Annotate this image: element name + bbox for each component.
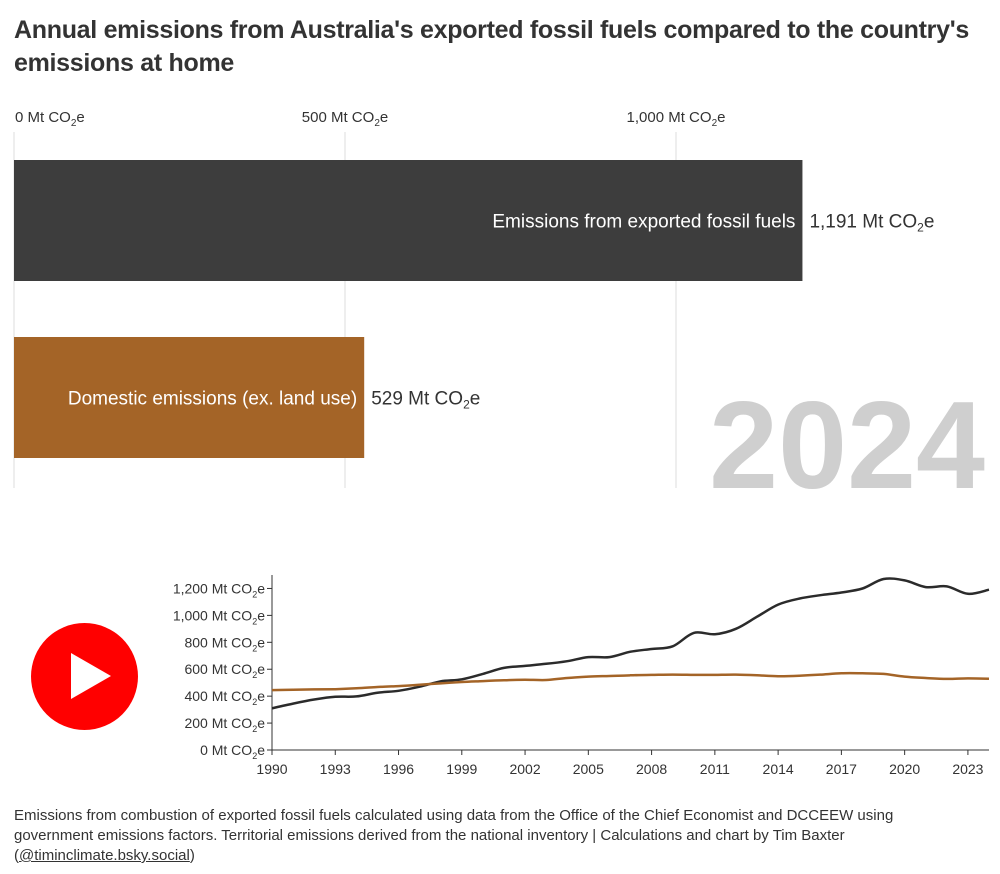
play-button[interactable]	[31, 623, 138, 730]
x-tick-label: 2023	[952, 761, 983, 777]
bar	[14, 160, 803, 281]
bar-axis-tick-label: 1,000 Mt CO2e	[627, 109, 726, 129]
y-tick-label: 400 Mt CO2e	[184, 688, 265, 707]
bar-chart-axis-ticks: 0 Mt CO2e 500 Mt CO2e 1,000 Mt CO2e	[15, 109, 725, 129]
bar-axis-tick-label: 500 Mt CO2e	[302, 109, 388, 129]
x-tick-label: 2020	[889, 761, 920, 777]
bar-name-label: Emissions from exported fossil fuels	[492, 212, 795, 233]
line-chart-axes: 0 Mt CO2e 200 Mt CO2e 400 Mt CO2e 600 Mt CO…	[173, 575, 989, 777]
y-tick-label: 1,200 Mt CO2e	[173, 580, 265, 599]
x-tick-label: 2002	[509, 761, 540, 777]
bar-value-label: 1,191 Mt CO2e	[809, 212, 934, 235]
y-tick-label: 600 Mt CO2e	[184, 661, 265, 680]
y-tick-label: 200 Mt CO2e	[184, 715, 265, 734]
x-tick-label: 2011	[700, 761, 730, 777]
bar-axis-tick-label: 0 Mt CO2e	[15, 109, 85, 129]
source-text: Emissions from combustion of exported fo…	[14, 807, 894, 864]
x-tick-label: 2008	[636, 761, 667, 777]
x-tick-label: 2017	[826, 761, 857, 777]
x-tick-label: 2014	[763, 761, 794, 777]
x-tick-label: 1993	[320, 761, 351, 777]
play-icon	[71, 653, 111, 699]
author-link[interactable]: @timinclimate.bsky.social	[19, 847, 190, 864]
y-tick-label: 1,000 Mt CO2e	[173, 607, 265, 626]
source-close: )	[189, 847, 195, 864]
x-tick-label: 1996	[383, 761, 414, 777]
y-tick-label: 800 Mt CO2e	[184, 634, 265, 653]
bar-chart-bars: Emissions from exported fossil fuels 1,19…	[14, 160, 934, 458]
x-tick-label: 1990	[256, 761, 287, 777]
line-chart-series	[271, 577, 990, 710]
source-note: Emissions from combustion of exported fo…	[14, 806, 974, 866]
x-tick-label: 2005	[573, 761, 604, 777]
year-label: 2024	[709, 377, 985, 515]
domestic-emissions-line	[271, 671, 990, 692]
x-tick-label: 1999	[446, 761, 477, 777]
y-tick-label: 0 Mt CO2e	[200, 742, 265, 761]
exported-emissions-line	[271, 577, 990, 710]
bar	[14, 337, 365, 458]
bar-value-label: 529 Mt CO2e	[371, 389, 480, 412]
bar-name-label: Domestic emissions (ex. land use)	[68, 389, 357, 410]
chart-title: Annual emissions from Australia's export…	[14, 16, 969, 77]
